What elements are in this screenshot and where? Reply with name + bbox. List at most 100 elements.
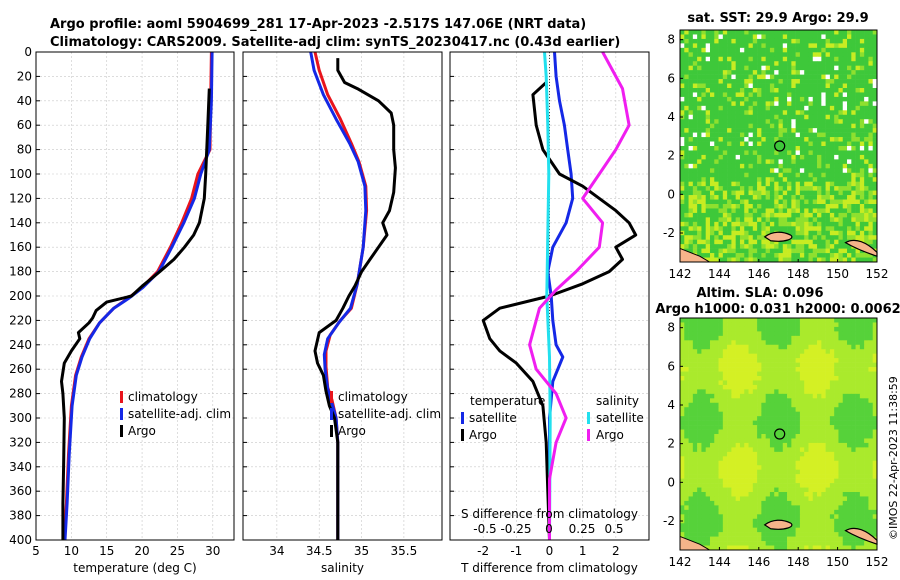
map-cell bbox=[705, 30, 711, 35]
map-cell bbox=[748, 168, 754, 174]
map-cell bbox=[868, 398, 874, 404]
map-cell bbox=[684, 244, 689, 249]
map-cell bbox=[761, 536, 766, 542]
map-cell bbox=[778, 110, 784, 116]
map-cell bbox=[808, 195, 814, 200]
map-cell bbox=[774, 509, 779, 515]
map-cell bbox=[808, 523, 814, 528]
map-cell bbox=[684, 119, 689, 124]
map-cell bbox=[722, 532, 728, 537]
map-cell bbox=[847, 181, 852, 187]
map-cell bbox=[718, 465, 724, 470]
map-cell bbox=[787, 349, 792, 354]
map-cell bbox=[859, 226, 865, 232]
map-cell bbox=[718, 154, 724, 160]
map-cell bbox=[782, 456, 788, 462]
map-cell bbox=[855, 340, 861, 346]
map-cell bbox=[774, 123, 779, 129]
map-cell bbox=[834, 61, 839, 66]
map-cell bbox=[829, 79, 835, 84]
map-cell bbox=[851, 34, 856, 40]
map-cell bbox=[727, 226, 732, 232]
map-cell bbox=[765, 65, 771, 71]
map-cell bbox=[761, 235, 766, 240]
map-cell bbox=[791, 123, 796, 129]
map-cell bbox=[765, 70, 771, 75]
map-cell bbox=[692, 518, 698, 524]
map-cell bbox=[868, 344, 874, 350]
map-cell bbox=[752, 43, 758, 49]
map-cell bbox=[829, 335, 835, 341]
map-cell bbox=[744, 235, 749, 240]
map-cell bbox=[825, 83, 831, 89]
map-cell bbox=[868, 492, 874, 497]
map-cell bbox=[812, 195, 818, 200]
map-cell bbox=[722, 52, 728, 58]
map-cell bbox=[744, 244, 749, 249]
map-cell bbox=[808, 451, 814, 457]
map-cell bbox=[821, 335, 826, 341]
map-cell bbox=[872, 420, 878, 426]
map-cell bbox=[859, 340, 865, 346]
map-cell bbox=[804, 393, 809, 399]
map-cell bbox=[765, 79, 771, 84]
map-cell bbox=[799, 442, 805, 448]
map-cell bbox=[791, 536, 796, 542]
map-cell bbox=[834, 509, 839, 515]
map-cell bbox=[804, 500, 809, 506]
map-cell bbox=[731, 331, 736, 337]
map-cell bbox=[705, 186, 711, 191]
map-cell bbox=[692, 159, 698, 165]
map-cell bbox=[795, 492, 801, 497]
map-cell bbox=[787, 416, 792, 421]
map-cell bbox=[718, 190, 724, 196]
map-cell bbox=[821, 411, 826, 417]
map-cell bbox=[757, 96, 762, 102]
map-cell bbox=[808, 34, 814, 40]
map-cell bbox=[684, 212, 689, 218]
map-cell bbox=[799, 541, 805, 546]
map-cell bbox=[718, 434, 724, 439]
map-cell bbox=[765, 221, 771, 227]
map-cell bbox=[782, 509, 788, 515]
map-cell bbox=[739, 358, 745, 363]
map-cell bbox=[787, 141, 792, 147]
map-cell bbox=[727, 474, 732, 479]
map-cell bbox=[825, 38, 831, 44]
map-cell bbox=[727, 541, 732, 546]
map-cell bbox=[838, 496, 844, 502]
map-cell bbox=[847, 56, 852, 62]
map-cell bbox=[765, 181, 771, 187]
map-cell bbox=[851, 353, 856, 359]
map-cell bbox=[787, 536, 792, 542]
map-cell bbox=[817, 322, 822, 328]
map-cell bbox=[769, 532, 775, 537]
map-cell bbox=[765, 257, 771, 263]
map-cell bbox=[757, 43, 762, 49]
map-cell bbox=[705, 146, 711, 151]
map-cell bbox=[872, 456, 878, 462]
map-cell bbox=[847, 235, 852, 240]
map-cell bbox=[838, 163, 844, 169]
map-cell bbox=[829, 371, 835, 377]
map-cell bbox=[761, 190, 766, 196]
map-cell bbox=[722, 186, 728, 191]
map-cell bbox=[838, 465, 844, 470]
map-cell bbox=[765, 101, 771, 107]
map-cell bbox=[718, 30, 724, 35]
map-cell bbox=[782, 465, 788, 470]
map-cell bbox=[709, 523, 715, 528]
map-cell bbox=[692, 212, 698, 218]
map-cell bbox=[782, 411, 788, 417]
map-cell bbox=[817, 244, 822, 249]
map-cell bbox=[782, 92, 788, 98]
map-cell bbox=[872, 367, 878, 372]
map-cell bbox=[718, 514, 724, 520]
map-cell bbox=[692, 331, 698, 337]
map-cell bbox=[727, 204, 732, 209]
map-cell bbox=[739, 128, 745, 133]
map-cell bbox=[748, 326, 754, 332]
map-cell bbox=[722, 483, 728, 488]
map-cell bbox=[825, 110, 831, 116]
map-cell bbox=[757, 367, 762, 372]
